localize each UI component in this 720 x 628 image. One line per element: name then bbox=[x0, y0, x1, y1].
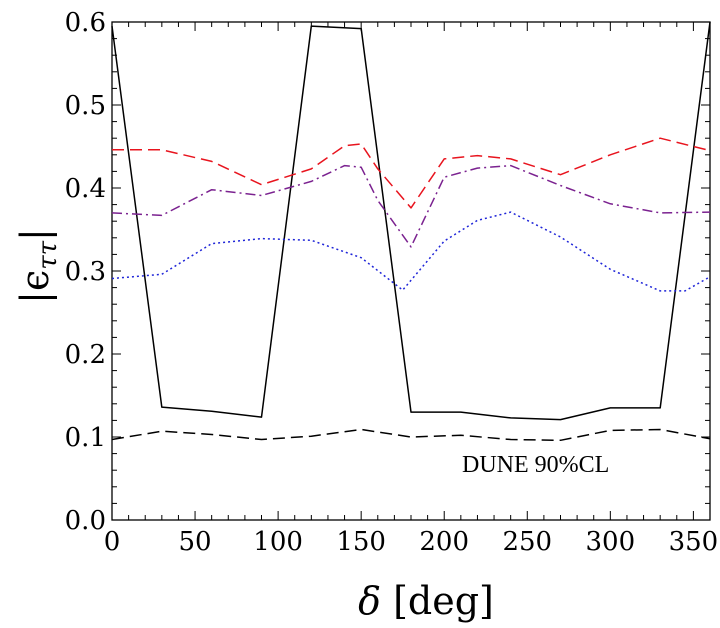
x-tick-label: 350 bbox=[669, 527, 719, 557]
plot-frame-group bbox=[111, 21, 711, 521]
y-axis-title-group: |ϵττ| bbox=[13, 228, 63, 304]
y-tick-label: 0.4 bbox=[65, 174, 106, 204]
x-tick-label: 300 bbox=[586, 527, 636, 557]
x-axis-title: δ [deg] bbox=[358, 579, 494, 623]
x-tick-label: 0 bbox=[104, 527, 121, 557]
ticks-group bbox=[111, 21, 711, 521]
y-tick-label: 0.2 bbox=[65, 340, 106, 370]
y-axis-subscript: ττ bbox=[33, 240, 63, 269]
x-tick-label: 50 bbox=[179, 527, 212, 557]
y-axis-bar-right: | bbox=[13, 228, 57, 241]
y-axis-bar-left: | bbox=[13, 291, 57, 304]
series-line-5 bbox=[111, 211, 711, 292]
x-axis-unit: [deg] bbox=[393, 579, 494, 623]
x-tick-label: 150 bbox=[336, 527, 386, 557]
plot-frame bbox=[111, 21, 711, 521]
x-tick-label: 200 bbox=[419, 527, 469, 557]
y-tick-label: 0.1 bbox=[65, 423, 106, 453]
x-axis-symbol: δ bbox=[358, 579, 381, 623]
x-tick-label: 250 bbox=[502, 527, 552, 557]
y-axis-symbol: ϵ bbox=[13, 270, 57, 291]
tick-labels-group: 0 50 100 150 200 250 300 350 0.0 0.1 0.2 0.3 0.4 0.5 0… bbox=[65, 8, 719, 557]
y-tick-label: 0.5 bbox=[65, 91, 106, 121]
y-tick-label: 0.6 bbox=[65, 8, 106, 38]
y-tick-label: 0.3 bbox=[65, 257, 106, 287]
y-axis-title: |ϵττ| bbox=[13, 228, 63, 304]
series-group bbox=[111, 21, 711, 442]
series-line-1 bbox=[111, 21, 711, 421]
series-line-4 bbox=[111, 164, 711, 248]
series-line-2 bbox=[111, 428, 711, 442]
series-line-3 bbox=[112, 137, 711, 209]
chart-annotation: DUNE 90%CL bbox=[462, 452, 609, 478]
x-tick-label: 100 bbox=[253, 527, 303, 557]
y-tick-label: 0.0 bbox=[65, 506, 106, 536]
